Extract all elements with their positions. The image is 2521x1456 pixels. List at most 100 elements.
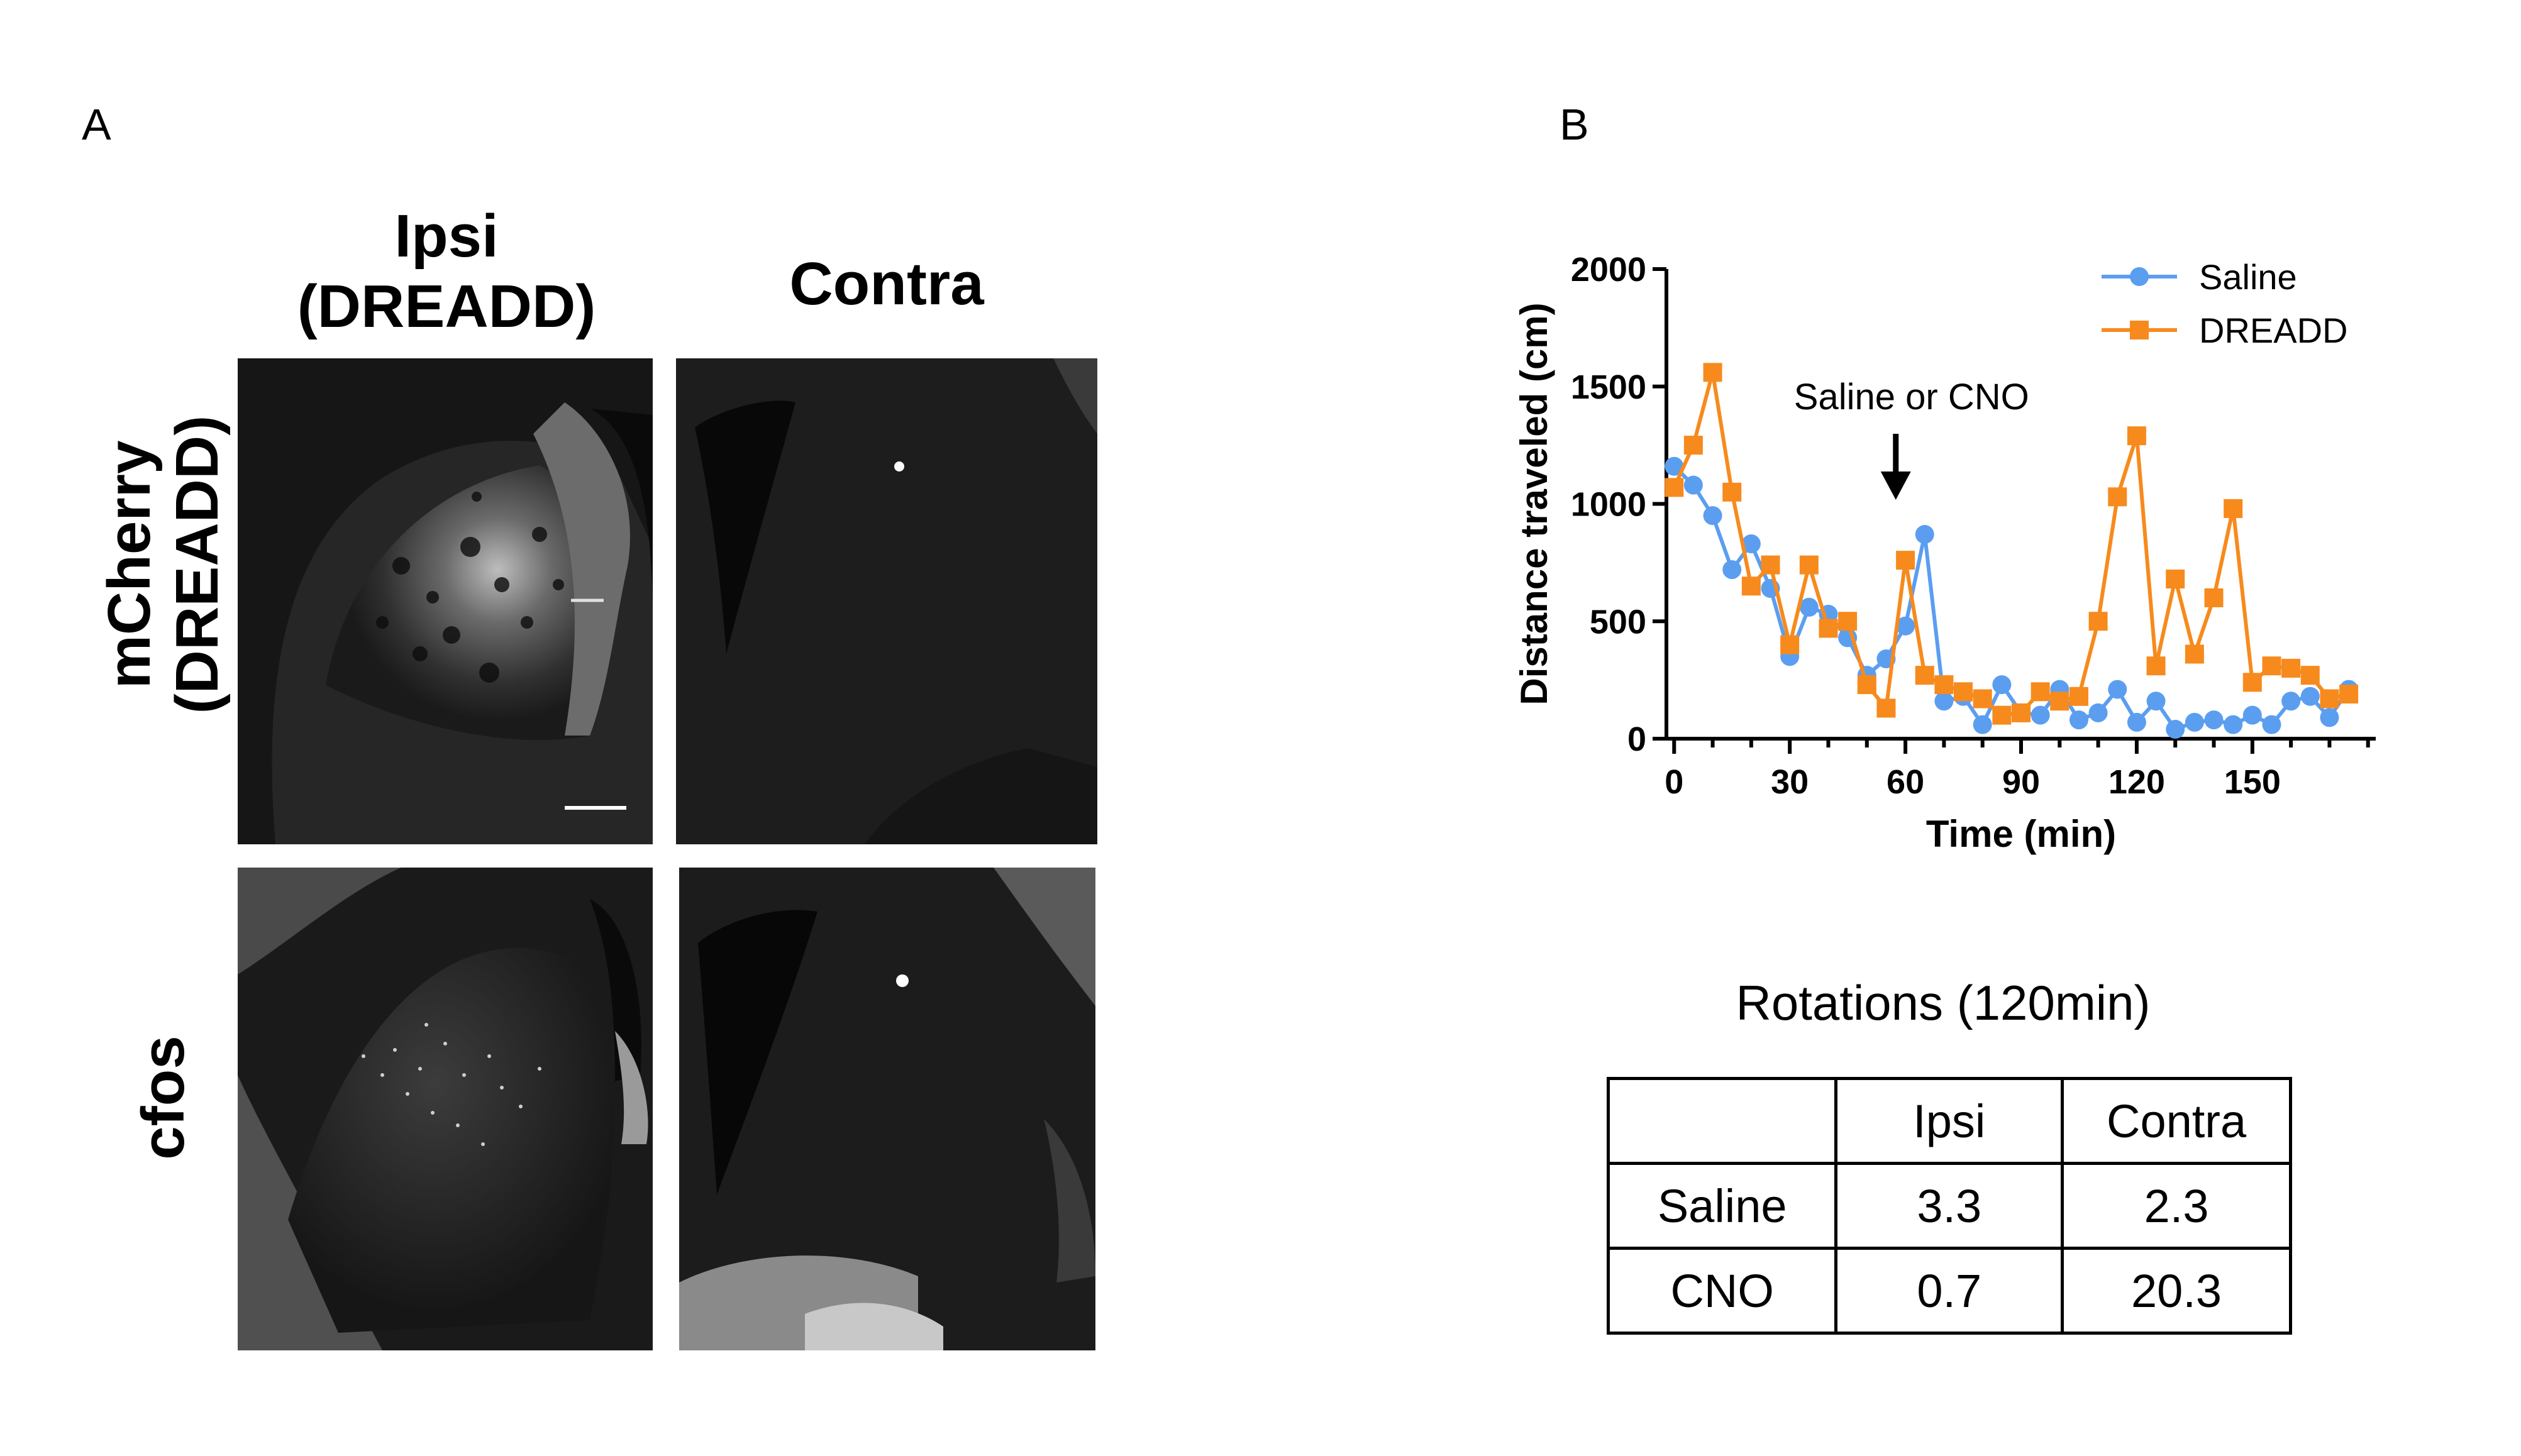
table-cell: 0.7 xyxy=(1834,1247,2064,1335)
dreadd-data-point xyxy=(1799,555,1819,575)
panel-b-label: B xyxy=(1560,100,1589,149)
dreadd-data-point xyxy=(2146,656,2166,676)
saline-data-point xyxy=(2127,712,2146,732)
x-tick-label: 120 xyxy=(2108,763,2165,801)
saline-data-point xyxy=(2300,687,2320,706)
saline-data-point xyxy=(1915,525,1934,544)
table-row: CNO 0.7 20.3 xyxy=(1606,1247,2292,1335)
dreadd-data-point xyxy=(1683,436,1703,455)
dreadd-data-point xyxy=(1857,675,1876,695)
dreadd-data-point xyxy=(2127,426,2146,446)
y-tick-label: 500 xyxy=(1590,603,1646,641)
table-cell: 2.3 xyxy=(2061,1162,2292,1250)
legend-dreadd-label: DREADD xyxy=(2199,311,2347,350)
column-header-ipsi-line2: (DREADD) xyxy=(297,273,596,340)
saline-data-point xyxy=(2146,692,2166,711)
dreadd-data-point xyxy=(2185,644,2204,664)
saline-data-point xyxy=(1741,534,1761,553)
dreadd-series-line xyxy=(1672,370,2349,717)
column-header-ipsi-line1: Ipsi xyxy=(394,202,499,270)
column-header-ipsi: Ipsi (DREADD) xyxy=(258,201,635,342)
dreadd-data-point xyxy=(1954,682,1973,702)
table-header-row: Ipsi Contra xyxy=(1606,1077,2292,1165)
saline-data-point xyxy=(2069,710,2088,730)
row-header-mcherry-line1: mCherry xyxy=(96,440,163,689)
table-header-cell: Contra xyxy=(2061,1077,2292,1165)
x-axis-label: Time (min) xyxy=(1926,813,2116,855)
annotation-arrow-head xyxy=(1880,472,1911,500)
x-tick-label: 30 xyxy=(1771,763,1809,801)
dreadd-data-point xyxy=(2281,658,2301,678)
y-tick-label: 2000 xyxy=(1571,251,1646,289)
dreadd-data-point xyxy=(1780,635,1800,654)
saline-data-point xyxy=(1683,475,1703,495)
dreadd-data-point xyxy=(1915,666,1934,685)
dreadd-data-point xyxy=(2166,570,2185,589)
dreadd-data-point xyxy=(1934,675,1954,695)
row-header-mcherry-line2: (DREADD) xyxy=(163,415,231,714)
dreadd-data-point xyxy=(2031,682,2050,702)
x-tick-label: 150 xyxy=(2224,763,2281,801)
saline-data-point xyxy=(2108,680,2127,699)
dreadd-data-point xyxy=(2012,703,2031,722)
saline-data-point xyxy=(2262,715,2281,734)
column-header-contra: Contra xyxy=(789,250,984,317)
saline-data-point xyxy=(2031,705,2050,725)
saline-data-point xyxy=(1703,506,1722,526)
saline-data-point xyxy=(1722,560,1742,580)
x-tick-label: 90 xyxy=(2002,763,2040,801)
dreadd-data-point xyxy=(2320,689,2339,709)
panel-a-label: A xyxy=(82,100,111,149)
table-cell: CNO xyxy=(1606,1247,1838,1335)
dreadd-data-point xyxy=(2050,692,2069,711)
table-header-cell: Ipsi xyxy=(1834,1077,2064,1165)
saline-data-point xyxy=(2320,708,2339,727)
saline-data-point xyxy=(1799,597,1819,617)
saline-data-point xyxy=(2185,712,2204,732)
dreadd-data-point xyxy=(1741,576,1761,596)
table-cell: Saline xyxy=(1606,1162,1838,1250)
annotation-label: Saline or CNO xyxy=(1794,377,2029,417)
x-tick-label: 60 xyxy=(1887,763,1924,801)
legend-saline-marker xyxy=(2130,267,2149,286)
row-header-mcherry: mCherry (DREADD) xyxy=(96,376,231,753)
dreadd-data-point xyxy=(1703,363,1722,382)
saline-data-point xyxy=(1973,715,1992,734)
saline-data-point xyxy=(2224,715,2243,734)
table-cell: 3.3 xyxy=(1834,1162,2064,1250)
distance-line-chart: 0 500 1000 1500 2000 0 30 60 90 120 150 Time (min) D… xyxy=(1513,251,2376,855)
saline-data-point xyxy=(2166,720,2185,739)
rotations-table-title: Rotations (120min) xyxy=(1736,975,2151,1030)
dreadd-data-point xyxy=(1838,612,1858,631)
dreadd-data-point xyxy=(2088,612,2108,631)
dreadd-data-point xyxy=(1876,698,1896,718)
table-header-cell xyxy=(1606,1077,1838,1165)
legend-dreadd-marker xyxy=(2130,321,2149,339)
saline-data-point xyxy=(1992,675,2012,695)
row-header-cfos: cfos xyxy=(130,1035,197,1160)
x-tick-label: 0 xyxy=(1665,763,1683,801)
cfos-contra-image xyxy=(679,868,1095,1350)
saline-data-point xyxy=(1665,456,1684,476)
y-tick-label: 1000 xyxy=(1571,486,1646,524)
dreadd-data-point xyxy=(2300,666,2320,685)
legend-saline-label: Saline xyxy=(2199,257,2297,297)
dreadd-data-point xyxy=(2242,673,2262,692)
dreadd-data-point xyxy=(1973,689,1992,709)
y-axis-label: Distance traveled (cm) xyxy=(1513,302,1555,705)
dreadd-data-point xyxy=(2224,499,2243,518)
saline-data-point xyxy=(1934,692,1954,711)
dreadd-data-point xyxy=(1665,478,1684,497)
mcherry-ipsi-image xyxy=(238,358,653,844)
dreadd-data-point xyxy=(2339,685,2359,704)
rotations-table: Ipsi Contra Saline 3.3 2.3 CNO 0.7 20.3 xyxy=(1606,1077,2292,1335)
saline-data-point xyxy=(2242,705,2262,725)
dreadd-data-point xyxy=(1819,619,1838,638)
dreadd-data-point xyxy=(2262,656,2281,676)
dreadd-data-point xyxy=(1992,705,2012,725)
dreadd-data-point xyxy=(1722,482,1742,502)
saline-data-point xyxy=(1896,616,1915,636)
y-tick-label: 1500 xyxy=(1571,368,1646,406)
saline-data-point xyxy=(2088,703,2108,722)
dreadd-data-point xyxy=(1896,551,1915,570)
